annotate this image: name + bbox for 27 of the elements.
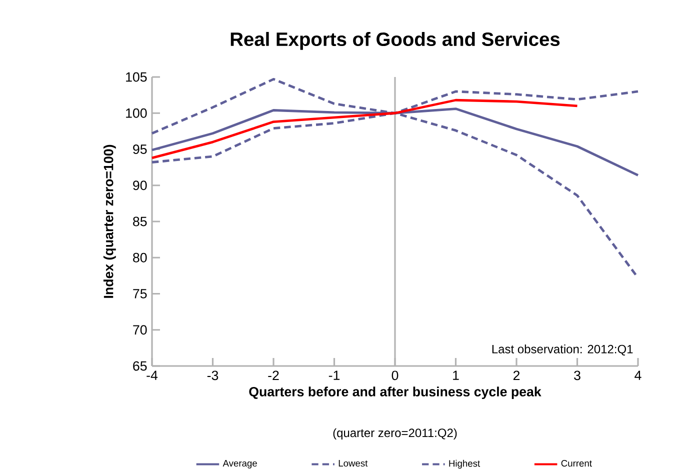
text: (quarter zero=2011:Q2) <box>333 428 457 440</box>
annotation: Last observation: 2012:Q1 <box>492 344 633 356</box>
chart-title: Real Exports of Goods and Services <box>230 32 560 50</box>
legend-label: Average <box>222 460 257 468</box>
x-tick-label: 4 <box>634 370 642 380</box>
x-tick-label: 0 <box>392 370 398 380</box>
y-tick-label: 85 <box>133 216 147 226</box>
y-tick-label: 100 <box>126 108 147 118</box>
y-tick-label: 80 <box>133 252 147 262</box>
x-tick-label: 3 <box>574 370 580 380</box>
x-tick-label: 1 <box>453 370 459 380</box>
x-tick-label: -1 <box>328 370 340 380</box>
legend-label: Highest <box>449 460 480 469</box>
x-axis-title: Quarters before and after business cycle peak <box>249 386 542 400</box>
y-tick-label: 70 <box>133 325 147 335</box>
legend-label: Lowest <box>338 460 368 467</box>
y-tick-label: 65 <box>133 361 147 371</box>
legend-label: Current <box>561 460 592 467</box>
x-tick-label: 2 <box>513 370 520 380</box>
y-axis-title: Index (quarter zero=100) <box>103 144 116 298</box>
y-tick-label: 90 <box>133 180 147 190</box>
x-tick-label: -3 <box>207 370 218 380</box>
x-tick-label: -4 <box>146 370 158 380</box>
y-tick-label: 75 <box>133 289 147 298</box>
x-tick-label: -2 <box>268 370 279 380</box>
y-tick-label: 95 <box>133 144 147 154</box>
y-tick-label: 105 <box>126 72 147 82</box>
